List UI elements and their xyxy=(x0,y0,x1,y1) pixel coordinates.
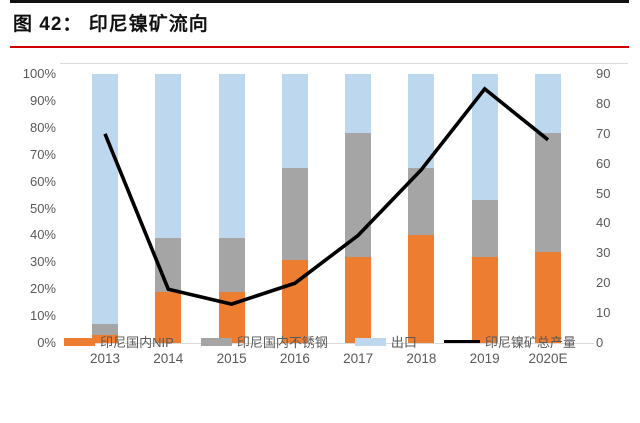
legend-label: 印尼镍矿总产量 xyxy=(484,335,576,350)
y-axis-right-tick-label: 40 xyxy=(596,215,611,231)
bar-segment xyxy=(408,235,435,343)
legend-item: 印尼国内不锈钢 xyxy=(200,332,328,351)
y-axis-left-tick-label: 20% xyxy=(29,281,56,297)
legend-item: 印尼镍矿总产量 xyxy=(443,332,576,351)
bar-segment xyxy=(92,324,118,335)
bar-segment xyxy=(471,74,498,201)
y-axis-left-tick-label: 70% xyxy=(29,146,56,162)
bar-segment xyxy=(345,74,372,134)
x-axis-label: 2020E xyxy=(528,351,568,366)
y-axis-left-tick-label: 30% xyxy=(29,254,56,270)
bar-segment xyxy=(345,133,372,257)
x-axis-label: 2019 xyxy=(469,351,500,366)
bar-segment xyxy=(281,168,308,260)
legend-item: 印尼国内NIP xyxy=(64,332,174,351)
y-axis-right-tick-label: 70 xyxy=(596,125,611,141)
x-axis-label: 2016 xyxy=(279,351,310,366)
y-axis-right-tick-label: 60 xyxy=(596,155,611,171)
x-axis-line xyxy=(64,343,594,344)
bar-segment xyxy=(218,238,245,292)
legend-item: 出口 xyxy=(354,332,417,351)
legend-line-swatch-icon xyxy=(443,339,480,344)
y-axis-right-tick-label: 90 xyxy=(596,66,611,81)
bar-segment xyxy=(155,238,182,292)
y-axis-right-tick-label: 20 xyxy=(596,275,611,291)
bar-segment xyxy=(155,74,182,239)
y-axis-left-tick-label: 90% xyxy=(29,92,56,108)
y-axis-left-tick-label: 50% xyxy=(29,200,56,216)
bar-segment xyxy=(408,168,435,236)
title-underline-rule xyxy=(10,46,629,48)
bar-segment xyxy=(281,74,308,169)
y-axis-right-tick-label: 0 xyxy=(596,335,604,350)
bar-segment xyxy=(471,200,498,257)
legend-color-swatch-icon xyxy=(354,337,386,346)
legend-label: 印尼国内不锈钢 xyxy=(236,335,328,350)
y-axis-left-tick-label: 80% xyxy=(29,119,56,135)
bar-segment xyxy=(535,133,561,252)
bar-segment xyxy=(92,74,118,325)
bar-segment xyxy=(92,334,118,343)
legend-color-swatch-icon xyxy=(64,337,96,346)
y-axis-left-tick-label: 40% xyxy=(29,227,56,243)
plot-top-border xyxy=(60,63,628,64)
y-axis-right-tick-label: 30 xyxy=(596,245,611,261)
chart-legend: 印尼国内NIP 印尼国内不锈钢 出口 印尼镍矿总产量 xyxy=(0,332,640,351)
figure-title: 图 42： 印尼镍矿流向 xyxy=(13,14,209,35)
legend-color-swatch-icon xyxy=(200,337,232,346)
y-axis-left-tick-label: 10% xyxy=(29,308,56,324)
bar-segment xyxy=(345,256,372,343)
bar-segment xyxy=(535,251,561,343)
x-axis-label: 2015 xyxy=(216,351,247,366)
legend-label: 出口 xyxy=(390,335,417,350)
y-axis-left-tick-label: 0% xyxy=(37,335,56,350)
bar-segment xyxy=(281,259,308,343)
y-axis-left-tick-label: 100% xyxy=(22,66,56,81)
top-border-rule xyxy=(10,0,629,3)
y-axis-right-tick-label: 50 xyxy=(596,185,611,201)
bar-segment xyxy=(408,74,435,169)
legend-label: 印尼国内NIP xyxy=(100,335,174,350)
chart-area: 0% 10% 20% 30% 40% 50% 60% 70% 80% 90% 100% 0 10 20 30… xyxy=(0,52,640,423)
x-axis-label: 2013 xyxy=(89,351,121,366)
x-axis-label: 2018 xyxy=(406,351,437,366)
x-axis-label: 2014 xyxy=(153,351,184,366)
y-axis-right-tick-label: 80 xyxy=(596,95,611,111)
bar-segment xyxy=(471,256,498,343)
bar-segment xyxy=(535,74,561,134)
x-axis-label: 2017 xyxy=(343,351,374,366)
y-axis-left-tick-label: 60% xyxy=(29,173,56,189)
y-axis-right-tick-label: 10 xyxy=(596,305,611,321)
bar-segment xyxy=(218,74,245,239)
